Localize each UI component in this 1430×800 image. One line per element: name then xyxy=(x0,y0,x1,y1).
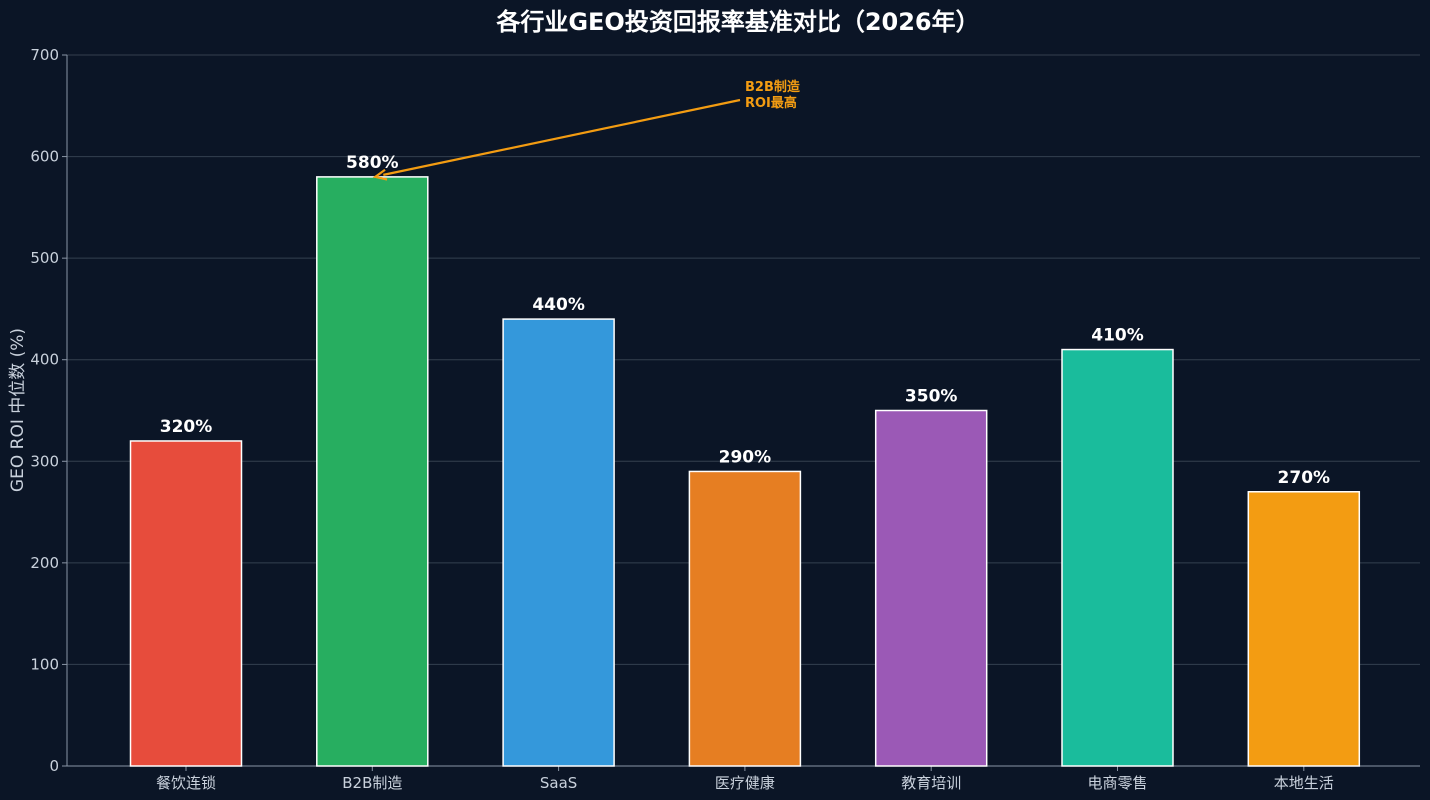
data-label-5: 410% xyxy=(1091,326,1144,346)
x-tick-label-3: 医疗健康 xyxy=(715,774,775,792)
x-tick-label-5: 电商零售 xyxy=(1087,774,1147,792)
data-label-2: 440% xyxy=(532,295,585,315)
bar-3 xyxy=(688,470,802,767)
data-label-0: 320% xyxy=(160,417,213,437)
x-tick-label-1: B2B制造 xyxy=(342,774,402,792)
data-labels: 320% 580% 440% 290% 350% 410% 270% xyxy=(160,153,1330,488)
x-tick-label-0: 餐饮连锁 xyxy=(156,774,216,792)
y-tick-label-300: 300 xyxy=(30,452,59,470)
data-label-6: 270% xyxy=(1278,468,1331,488)
annotation-text-line-1: ROI最高 xyxy=(745,95,797,111)
x-tick-label-2: SaaS xyxy=(540,774,577,792)
y-tick-label-0: 0 xyxy=(49,757,59,775)
bar-0 xyxy=(129,440,243,767)
y-tick-label-600: 600 xyxy=(30,148,59,166)
gridlines xyxy=(67,54,1420,665)
y-tick-label-500: 500 xyxy=(30,249,59,267)
y-axis-label: GEO ROI 中位数 (%) xyxy=(8,328,28,492)
data-label-1: 580% xyxy=(346,153,399,173)
bars xyxy=(129,176,1361,767)
chart-title: 各行业GEO投资回报率基准对比（2026年） xyxy=(495,8,979,36)
y-tick-label-700: 700 xyxy=(30,46,59,64)
y-tick-label-400: 400 xyxy=(30,351,59,369)
bar-6 xyxy=(1247,491,1361,767)
annotation-text-line-0: B2B制造 xyxy=(745,79,801,95)
data-label-3: 290% xyxy=(719,447,772,467)
data-label-4: 350% xyxy=(905,387,958,407)
annotation-arrow-line xyxy=(383,98,741,176)
bar-5 xyxy=(1061,348,1174,767)
annotation-arrow-head xyxy=(372,168,388,181)
axes: 0 100 200 300 400 500 600 700 餐饮连锁 B2B制造 SaaS 医疗健康 教… xyxy=(30,46,1420,792)
x-tick-label-6: 本地生活 xyxy=(1274,774,1334,792)
y-tick-label-100: 100 xyxy=(30,655,59,673)
bar-1 xyxy=(316,176,429,767)
bar-2 xyxy=(502,318,615,767)
bar-4 xyxy=(874,409,988,767)
x-tick-label-4: 教育培训 xyxy=(901,774,961,792)
y-tick-label-200: 200 xyxy=(30,554,59,572)
